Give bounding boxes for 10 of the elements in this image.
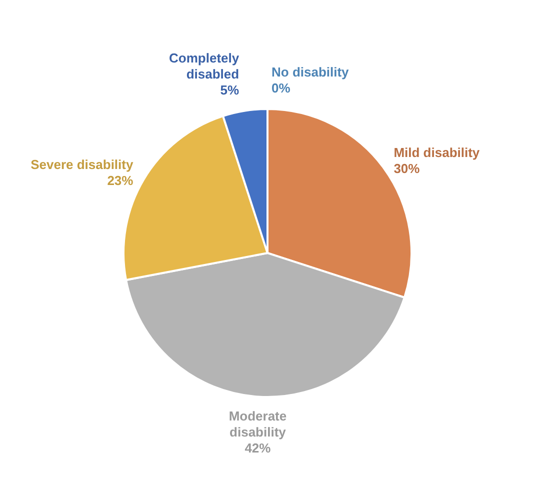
slice-label: Completely disabled — [169, 50, 240, 82]
data-label: 30% — [394, 160, 420, 176]
data-label: 5% — [220, 82, 240, 98]
category-label: No disability — [272, 64, 349, 80]
text: 0% — [272, 80, 290, 96]
data-label: 23% — [107, 173, 134, 188]
slice-label: Moderate disability — [228, 408, 287, 440]
data-label: 42% — [244, 440, 272, 456]
slice-label: Mild disability — [394, 144, 480, 160]
slice-label: Severe disability — [30, 157, 134, 172]
